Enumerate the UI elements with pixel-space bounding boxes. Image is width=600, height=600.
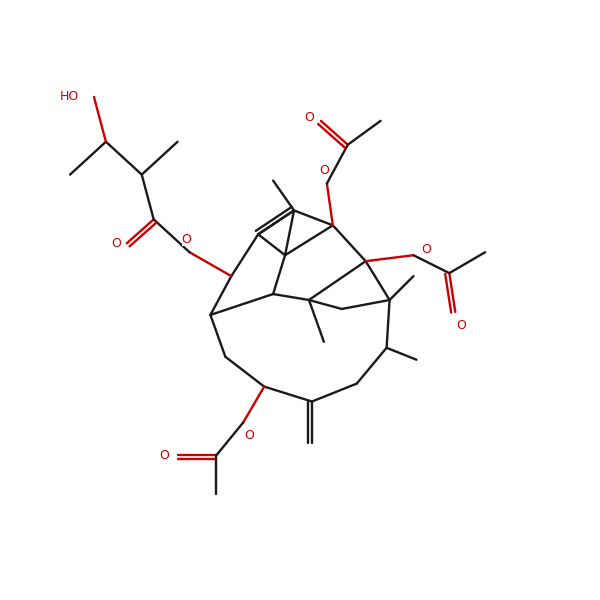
Text: O: O [244,429,254,442]
Text: O: O [160,449,169,462]
Text: O: O [182,233,191,245]
Text: O: O [111,237,121,250]
Text: O: O [457,319,466,332]
Text: O: O [319,164,329,177]
Text: HO: HO [60,91,79,103]
Text: O: O [422,243,431,256]
Text: O: O [304,112,314,124]
